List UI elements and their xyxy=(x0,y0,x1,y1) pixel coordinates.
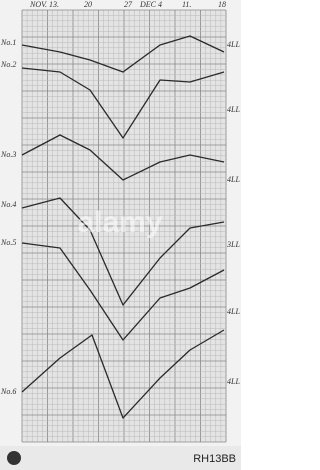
right-label: 4LL xyxy=(227,307,240,316)
row-label: No.5 xyxy=(0,238,16,247)
date-label: NOV. 13. xyxy=(29,0,59,9)
curve-3 xyxy=(21,134,225,181)
row-label: No.6 xyxy=(0,387,16,396)
right-label: 4LL xyxy=(227,105,240,114)
footer-bar xyxy=(0,446,241,470)
date-label: 20 xyxy=(84,0,92,9)
date-label: 27 xyxy=(124,0,133,9)
curve-5 xyxy=(21,242,225,341)
right-label: 3LL xyxy=(226,240,240,249)
curve-4 xyxy=(21,197,225,306)
grid xyxy=(21,9,227,443)
date-label: DEC 4 xyxy=(139,0,162,9)
right-label: 4LL xyxy=(227,175,240,184)
row-label: No.1 xyxy=(0,38,16,47)
row-label: No.3 xyxy=(0,150,16,159)
date-label: 11. xyxy=(182,0,191,9)
curve-2 xyxy=(21,67,225,139)
footer-logo xyxy=(7,451,21,465)
row-label: No.4 xyxy=(0,200,16,209)
figure: NOV. 13. 20 27 DEC 4 11. 18 No.1 No.2 No… xyxy=(0,0,241,470)
curve-1 xyxy=(21,35,225,73)
right-label: 4LL xyxy=(227,377,240,386)
watermark-logo: alamy xyxy=(77,206,162,239)
image-id: RH13BB xyxy=(193,453,236,465)
row-label: No.2 xyxy=(0,60,16,69)
right-label: 4LL xyxy=(227,40,240,49)
date-label: 18 xyxy=(218,0,226,9)
curve-6 xyxy=(21,329,225,419)
